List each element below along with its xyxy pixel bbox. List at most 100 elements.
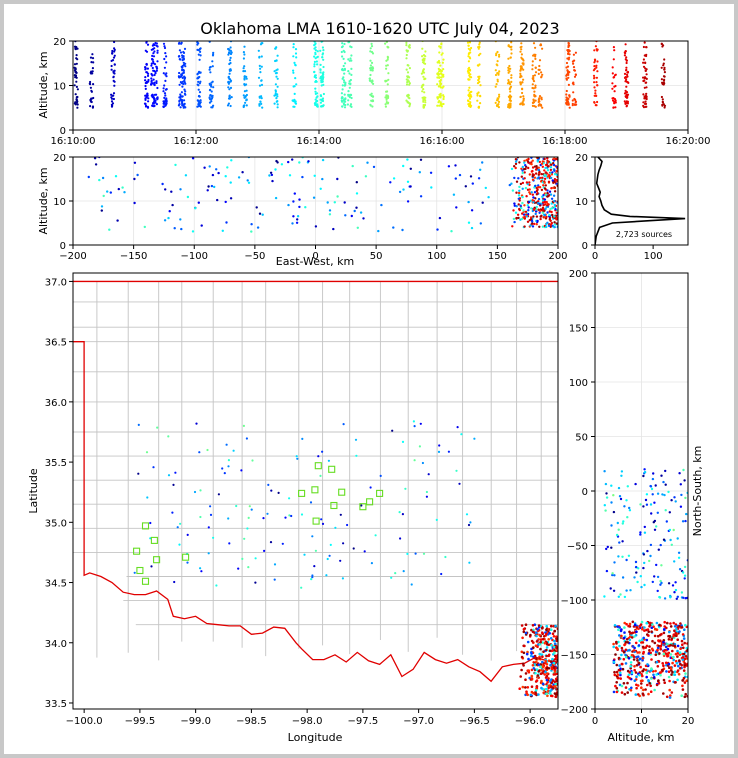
map-source-point: [156, 426, 159, 429]
ns-source-point: [677, 672, 681, 676]
time-source-point: [342, 57, 345, 61]
map-source-point: [532, 691, 535, 695]
time-source-point: [574, 73, 577, 76]
time-source-point: [645, 73, 648, 76]
map-source-point: [263, 549, 266, 553]
ew-source-point: [561, 165, 563, 167]
ns-source-point: [642, 553, 646, 556]
time-source-point: [212, 86, 215, 89]
ns-source-point: [673, 673, 677, 676]
ew-source-point: [553, 169, 556, 172]
ew-source-point: [419, 195, 423, 198]
ns-source-point: [626, 681, 629, 685]
time-source-point: [260, 55, 263, 58]
ns-source-point: [643, 583, 646, 587]
ew-source-point: [561, 163, 563, 165]
time-source-point: [180, 75, 183, 78]
map-source-point: [369, 486, 372, 489]
time-source-point: [627, 81, 630, 84]
time-source-point: [165, 75, 168, 78]
map-source-point: [145, 451, 149, 454]
ew-source-point: [536, 177, 539, 180]
ns-source-point: [661, 493, 664, 496]
ew-source-point: [521, 201, 524, 205]
ew-source-point: [539, 217, 542, 221]
ew-source-point: [402, 188, 405, 191]
time-source-point: [369, 73, 372, 77]
ew-source-point: [430, 186, 433, 189]
time-source-point: [258, 103, 261, 106]
ns-source-point: [623, 621, 626, 625]
ns-source-point: [612, 690, 616, 694]
time-source-point: [347, 90, 350, 93]
time-source-point: [313, 47, 316, 50]
time-source-point: [595, 76, 599, 79]
map-source-point: [545, 678, 549, 682]
time-source-point: [386, 56, 390, 59]
ew-source-point: [553, 203, 556, 207]
time-source-point: [476, 99, 479, 102]
ns-source-point: [625, 499, 628, 502]
time-source-point: [623, 100, 626, 103]
time-source-point: [229, 56, 232, 60]
time-source-point: [596, 70, 599, 73]
time-source-point: [568, 94, 571, 97]
ns-source-point: [624, 653, 627, 657]
time-source-point: [424, 50, 427, 53]
ew-source-point: [543, 157, 546, 161]
ns-source-point: [660, 581, 663, 585]
time-source-point: [611, 72, 614, 75]
map-source-point: [527, 669, 530, 672]
time-source-point: [143, 102, 147, 105]
time-source-point: [154, 72, 157, 75]
map-source-point: [530, 652, 533, 655]
ns-source-point: [683, 574, 687, 577]
ew-source-point: [109, 191, 113, 194]
time-source-point: [150, 48, 153, 51]
map-source-point: [172, 483, 175, 486]
time-source-point: [184, 93, 187, 96]
time-source-point: [405, 83, 409, 86]
ns-source-point: [637, 567, 640, 570]
ew-source-point: [561, 217, 563, 219]
ew-source-point: [447, 165, 451, 168]
map-source-point: [552, 666, 556, 670]
time-source-point: [406, 75, 409, 78]
ns-source-point: [643, 561, 646, 565]
map-source-point: [325, 574, 328, 577]
map-source-point: [553, 629, 556, 633]
ns-source-point: [680, 639, 684, 643]
ew-source-point: [535, 215, 539, 218]
time-source-point: [566, 72, 570, 75]
ew-source-point: [328, 209, 332, 212]
map-source-point: [542, 650, 545, 653]
ns-source-point: [655, 683, 659, 687]
map-source-point: [217, 493, 220, 496]
ew-source-point: [287, 160, 290, 164]
ew-source-point: [288, 174, 292, 177]
time-ylabel: Altitude, km: [37, 51, 50, 118]
ew-source-point: [321, 158, 325, 162]
map-source-point: [539, 663, 543, 666]
tick-label: 16:20:00: [666, 136, 711, 147]
ew-source-point: [547, 165, 550, 168]
map-source-point: [560, 629, 563, 632]
ew-source-point: [191, 230, 195, 233]
ns-source-point: [678, 667, 682, 670]
map-source-point: [560, 625, 563, 628]
ew-source-point: [560, 224, 562, 226]
ew-source-point: [521, 171, 524, 175]
time-source-point: [179, 58, 182, 61]
time-source-point: [180, 91, 183, 94]
ns-source-point: [661, 668, 664, 672]
ns-source-point: [638, 657, 642, 661]
map-source-point: [561, 671, 564, 674]
ns-source-point: [613, 673, 617, 677]
ns-source-point: [655, 660, 659, 664]
ew-source-point: [528, 173, 531, 176]
ns-source-point: [624, 648, 628, 652]
map-source-point: [320, 518, 323, 521]
map-source-point: [167, 435, 170, 438]
ns-source-point: [673, 625, 677, 628]
